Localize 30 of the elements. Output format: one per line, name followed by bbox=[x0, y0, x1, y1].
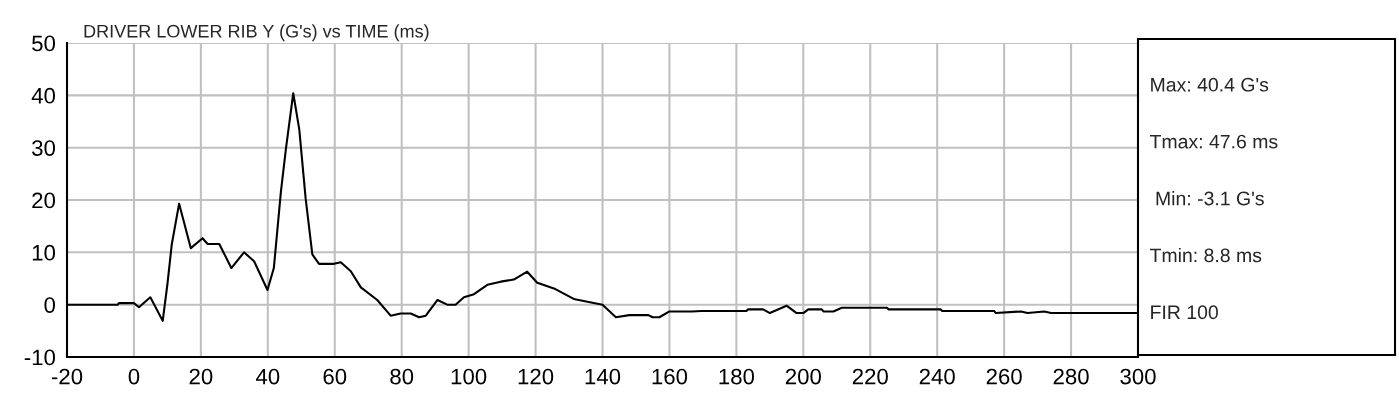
text: Min: -3.1 G's bbox=[1156, 191, 1264, 206]
y-tick-label: 50 bbox=[32, 35, 56, 52]
x-tick-label: 20 bbox=[189, 368, 213, 385]
x-tick-label: 180 bbox=[719, 368, 755, 385]
x-tick-label: 100 bbox=[451, 368, 487, 385]
x-tick-label: 60 bbox=[323, 368, 347, 385]
x-tick-label: 300 bbox=[1120, 368, 1156, 385]
x-tick-label: 200 bbox=[785, 368, 821, 385]
x-tick-label: 240 bbox=[919, 368, 955, 385]
text: Tmax: 47.6 ms bbox=[1150, 134, 1278, 149]
x-tick-label: 280 bbox=[1053, 368, 1089, 385]
x-tick-label: 0 bbox=[128, 368, 140, 385]
y-tick-label: -10 bbox=[24, 349, 56, 366]
y-tick-label: 10 bbox=[32, 244, 56, 261]
x-tick-label: -20 bbox=[51, 368, 83, 385]
text: Tmin: 8.8 ms bbox=[1150, 247, 1262, 263]
x-tick-label: 260 bbox=[986, 368, 1022, 385]
x-tick-label: 160 bbox=[652, 368, 688, 385]
y-tick-label: 20 bbox=[32, 192, 56, 209]
x-tick-label: 80 bbox=[390, 368, 414, 385]
x-tick-label: 120 bbox=[518, 368, 554, 385]
x-tick-label: 140 bbox=[585, 368, 621, 385]
text: FIR 100 bbox=[1151, 305, 1218, 320]
x-tick-label: 220 bbox=[852, 368, 888, 385]
y-tick-label: 0 bbox=[44, 297, 56, 313]
chart-title: DRIVER LOWER RIB Y (G's) vs TIME (ms) bbox=[84, 24, 429, 42]
text: Max: 40.4 G's bbox=[1151, 77, 1269, 92]
y-tick-label: 40 bbox=[31, 87, 56, 104]
x-tick-label: 40 bbox=[255, 368, 280, 385]
y-tick-label: 30 bbox=[32, 140, 56, 156]
